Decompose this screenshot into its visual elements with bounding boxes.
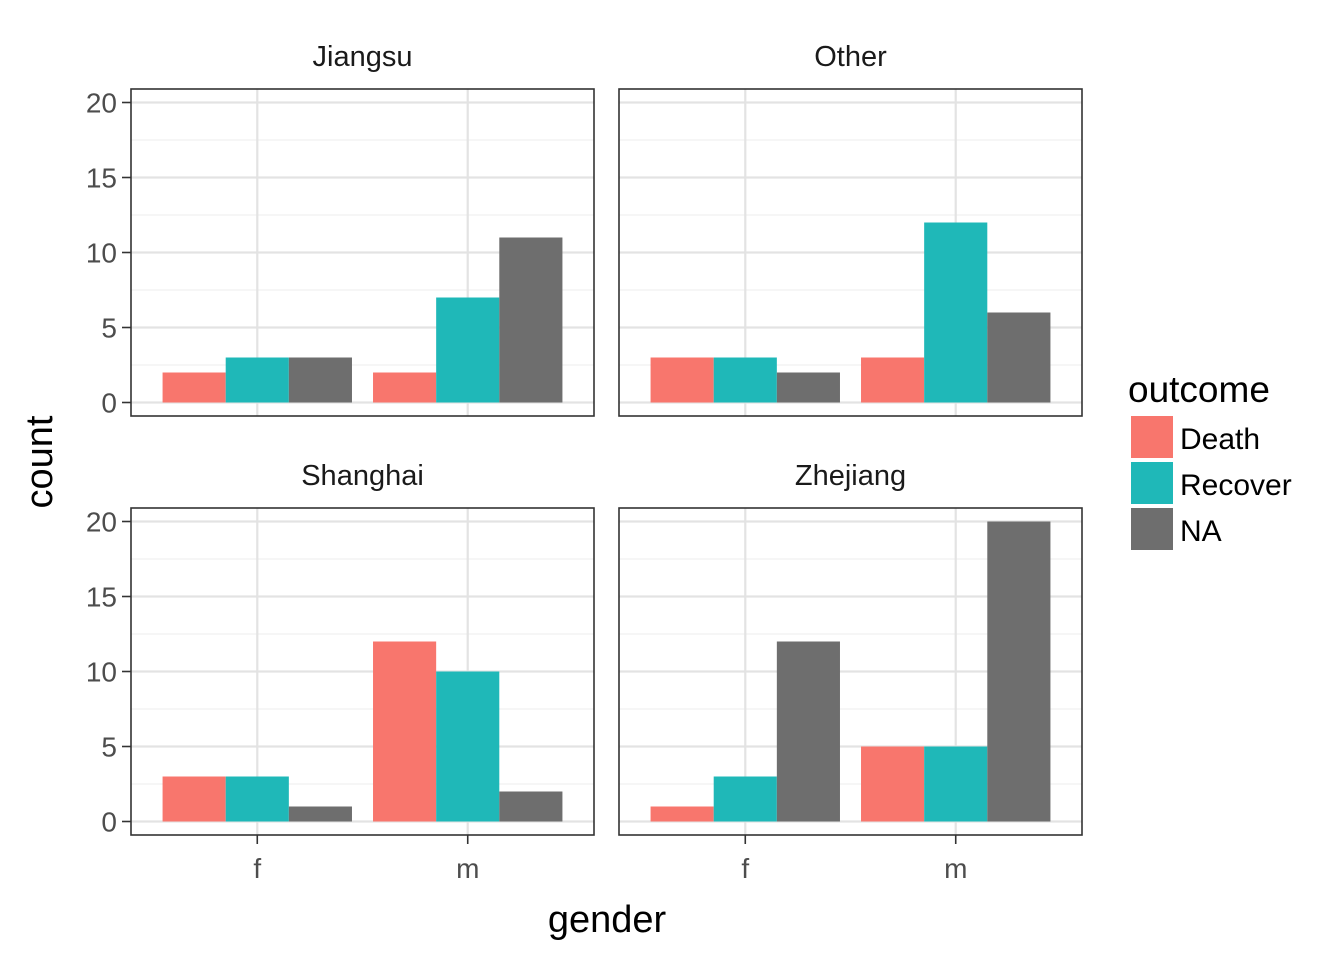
bar-other-f-recover xyxy=(713,357,777,403)
bar-other-m-death xyxy=(861,357,925,403)
facet-title: Shanghai xyxy=(301,460,424,492)
panel-border xyxy=(618,88,1083,417)
y-tick-label: 10 xyxy=(86,657,117,688)
bar-shanghai-f-death xyxy=(162,776,226,822)
bar-zhejiang-m-recover xyxy=(924,746,988,822)
x-axis-title: gender xyxy=(548,899,667,941)
bar-other-f-death xyxy=(650,357,714,403)
facet-panel-jiangsu: Jiangsu 0 5 10 15 20 xyxy=(86,41,595,419)
facet-panel-zhejiang: Zhejiang f m xyxy=(618,460,1083,884)
y-axis-title: count xyxy=(19,415,61,508)
bar-other-m-na xyxy=(987,312,1051,403)
bar-shanghai-m-death xyxy=(373,641,437,822)
facet-panel-shanghai: Shanghai 0 5 10 15 20 f m xyxy=(86,460,595,884)
y-tick-label: 5 xyxy=(101,732,117,763)
bar-jiangsu-f-recover xyxy=(225,357,289,403)
bar-other-f-na xyxy=(776,372,840,403)
legend-label-na: NA xyxy=(1180,515,1222,548)
facet-title: Other xyxy=(814,41,887,73)
bar-jiangsu-f-death xyxy=(162,372,226,403)
bar-other-m-recover xyxy=(924,222,988,403)
bar-jiangsu-m-recover xyxy=(436,297,500,403)
y-tick-label: 20 xyxy=(86,88,117,119)
legend-key-death xyxy=(1131,416,1173,458)
legend: outcome Death Recover NA xyxy=(1128,369,1292,550)
x-tick-label: f xyxy=(741,853,749,884)
bar-shanghai-f-recover xyxy=(225,776,289,822)
bar-jiangsu-m-death xyxy=(373,372,437,403)
bar-zhejiang-m-death xyxy=(861,746,925,822)
y-tick-label: 20 xyxy=(86,507,117,538)
legend-title: outcome xyxy=(1128,369,1270,410)
x-tick-label: m xyxy=(456,853,479,884)
facet-panel-other: Other xyxy=(618,41,1083,417)
bar-zhejiang-m-na xyxy=(987,521,1051,822)
panel-border xyxy=(618,507,1083,836)
legend-key-na xyxy=(1131,508,1173,550)
legend-label-death: Death xyxy=(1180,423,1260,456)
x-tick-label: f xyxy=(253,853,261,884)
bar-jiangsu-f-na xyxy=(288,357,352,403)
bar-shanghai-f-na xyxy=(288,806,352,822)
bar-zhejiang-f-death xyxy=(650,806,714,822)
y-tick-label: 5 xyxy=(101,313,117,344)
bar-shanghai-m-na xyxy=(499,791,563,822)
bar-zhejiang-f-recover xyxy=(713,776,777,822)
y-tick-label: 15 xyxy=(86,582,117,613)
legend-label-recover: Recover xyxy=(1180,469,1292,502)
legend-key-recover xyxy=(1131,462,1173,504)
bar-jiangsu-m-na xyxy=(499,237,563,403)
bar-shanghai-m-recover xyxy=(436,671,500,822)
y-tick-label: 0 xyxy=(101,807,117,838)
x-tick-label: m xyxy=(944,853,967,884)
y-tick-label: 10 xyxy=(86,238,117,269)
facet-title: Zhejiang xyxy=(795,460,906,492)
y-tick-label: 0 xyxy=(101,388,117,419)
y-tick-label: 15 xyxy=(86,163,117,194)
facet-title: Jiangsu xyxy=(313,41,413,73)
bar-zhejiang-f-na xyxy=(776,641,840,822)
